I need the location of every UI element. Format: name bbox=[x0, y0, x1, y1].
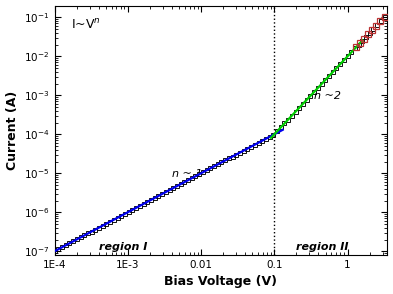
X-axis label: Bias Voltage (V): Bias Voltage (V) bbox=[165, 275, 277, 288]
Text: I~V$^n$: I~V$^n$ bbox=[71, 18, 101, 32]
Text: n ~ 1: n ~ 1 bbox=[172, 169, 202, 179]
Text: region II: region II bbox=[296, 242, 349, 252]
Y-axis label: Current (A): Current (A) bbox=[6, 91, 18, 170]
Text: region I: region I bbox=[99, 242, 147, 252]
Text: n ~2: n ~2 bbox=[314, 91, 341, 101]
